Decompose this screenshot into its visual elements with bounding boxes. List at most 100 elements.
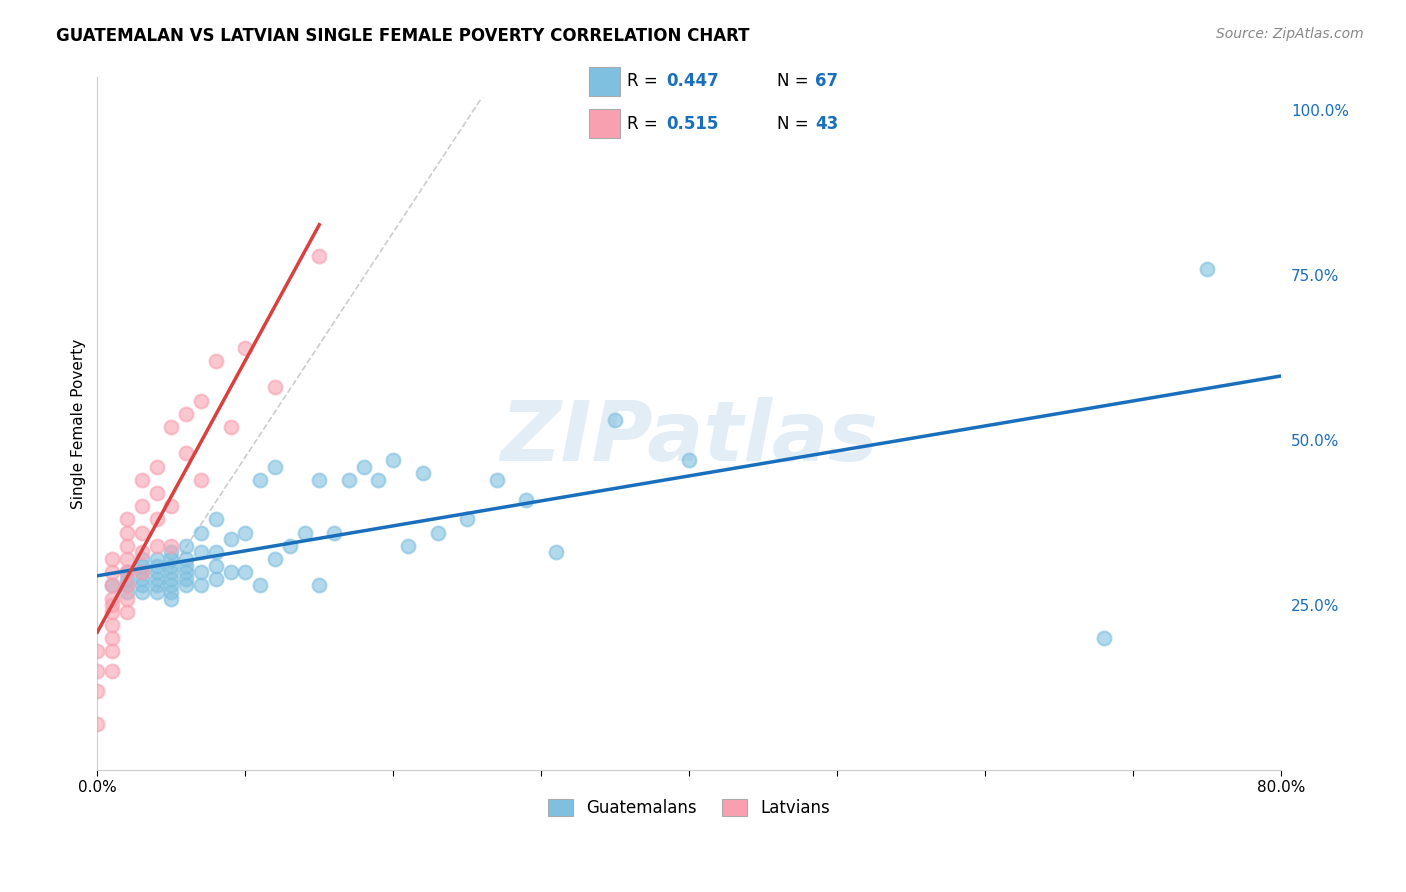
Point: [174, 552, 197, 566]
Point: [337, 473, 360, 487]
Point: [115, 605, 138, 619]
Point: [515, 492, 537, 507]
Point: [101, 598, 124, 612]
Point: [174, 446, 197, 460]
Point: [145, 578, 167, 592]
Text: Source: ZipAtlas.com: Source: ZipAtlas.com: [1216, 27, 1364, 41]
Point: [605, 413, 627, 427]
Point: [115, 512, 138, 526]
Point: [145, 486, 167, 500]
Point: [190, 545, 212, 559]
Point: [101, 591, 124, 606]
Point: [115, 572, 138, 586]
Point: [86, 716, 108, 731]
Point: [160, 545, 183, 559]
Point: [131, 565, 153, 579]
Point: [160, 499, 183, 513]
Point: [86, 683, 108, 698]
Text: R =: R =: [627, 115, 664, 133]
Point: [204, 354, 226, 368]
Point: [233, 565, 256, 579]
Point: [190, 393, 212, 408]
Point: [204, 558, 226, 573]
Point: [131, 565, 153, 579]
Point: [160, 572, 183, 586]
Point: [249, 578, 271, 592]
Point: [101, 605, 124, 619]
Point: [308, 473, 330, 487]
Point: [456, 512, 478, 526]
Point: [115, 539, 138, 553]
Point: [160, 558, 183, 573]
Point: [145, 459, 167, 474]
Text: R =: R =: [627, 72, 664, 90]
Point: [145, 585, 167, 599]
Point: [174, 565, 197, 579]
Text: 0.447: 0.447: [666, 72, 718, 90]
Point: [101, 631, 124, 645]
Point: [131, 572, 153, 586]
Text: ZIPatlas: ZIPatlas: [501, 397, 879, 478]
Point: [233, 341, 256, 355]
Point: [160, 420, 183, 434]
Text: N =: N =: [778, 72, 814, 90]
Text: 43: 43: [815, 115, 839, 133]
Point: [190, 565, 212, 579]
Point: [101, 565, 124, 579]
Point: [145, 572, 167, 586]
Point: [204, 512, 226, 526]
Point: [1092, 631, 1115, 645]
Point: [86, 664, 108, 678]
Point: [353, 459, 375, 474]
Point: [264, 552, 287, 566]
Point: [412, 466, 434, 480]
Point: [131, 552, 153, 566]
Point: [160, 565, 183, 579]
Text: 0.515: 0.515: [666, 115, 718, 133]
Point: [323, 525, 346, 540]
Point: [115, 565, 138, 579]
Text: GUATEMALAN VS LATVIAN SINGLE FEMALE POVERTY CORRELATION CHART: GUATEMALAN VS LATVIAN SINGLE FEMALE POVE…: [56, 27, 749, 45]
Point: [115, 565, 138, 579]
Point: [278, 539, 301, 553]
Point: [174, 539, 197, 553]
Point: [101, 578, 124, 592]
Point: [204, 572, 226, 586]
Point: [190, 525, 212, 540]
Point: [219, 532, 242, 546]
Point: [174, 578, 197, 592]
Legend: Guatemalans, Latvians: Guatemalans, Latvians: [541, 792, 837, 824]
Point: [101, 644, 124, 658]
Point: [115, 552, 138, 566]
Point: [160, 552, 183, 566]
Point: [174, 407, 197, 421]
Point: [160, 591, 183, 606]
Point: [131, 578, 153, 592]
Point: [131, 499, 153, 513]
Point: [264, 459, 287, 474]
Point: [115, 578, 138, 592]
Point: [145, 539, 167, 553]
Point: [233, 525, 256, 540]
Point: [1197, 261, 1219, 276]
Point: [131, 558, 153, 573]
Point: [101, 552, 124, 566]
Point: [131, 473, 153, 487]
Point: [367, 473, 389, 487]
Point: [101, 664, 124, 678]
Point: [396, 539, 419, 553]
Point: [294, 525, 316, 540]
Point: [382, 453, 405, 467]
Text: N =: N =: [778, 115, 814, 133]
Point: [204, 545, 226, 559]
Point: [145, 512, 167, 526]
Point: [678, 453, 700, 467]
Point: [145, 565, 167, 579]
Point: [131, 525, 153, 540]
Point: [190, 578, 212, 592]
Point: [160, 539, 183, 553]
Point: [115, 591, 138, 606]
Point: [308, 578, 330, 592]
Bar: [589, 67, 620, 96]
Point: [174, 558, 197, 573]
